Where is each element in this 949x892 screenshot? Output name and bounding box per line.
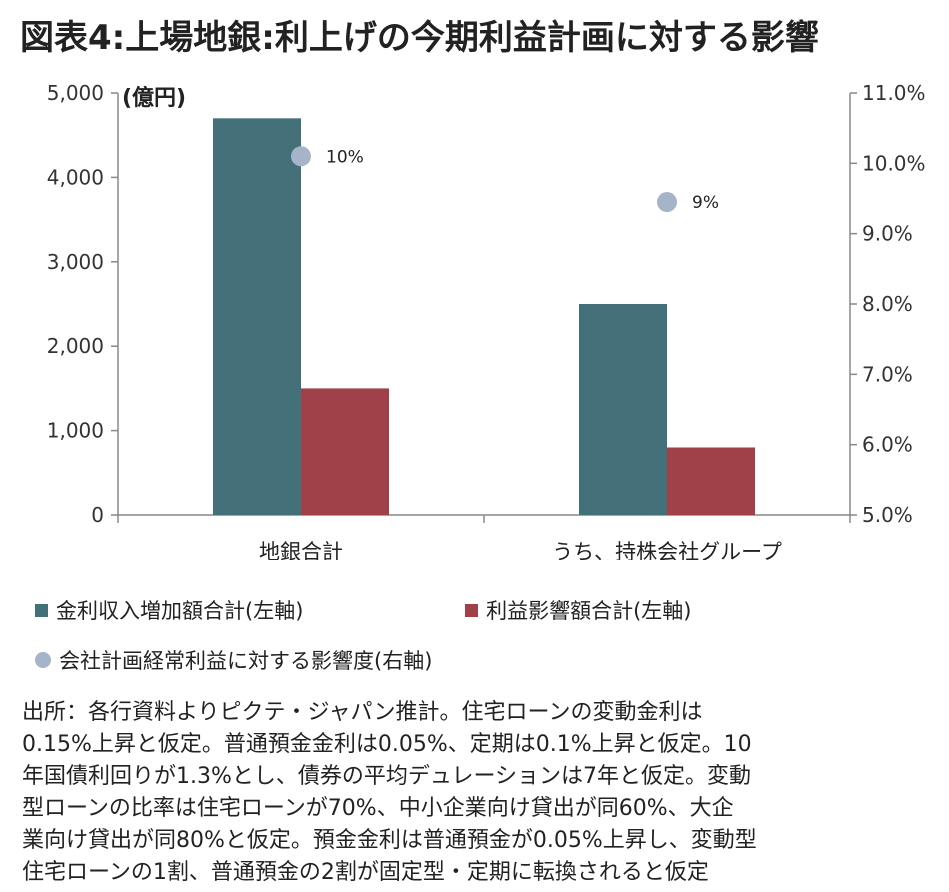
left-axis-unit: (億円) [122, 85, 186, 111]
impact-point [657, 192, 677, 213]
legend-label-impact: 会社計画経常利益に対する影響度(右軸) [59, 649, 433, 673]
source-line: 型ローンの比率は住宅ローンが70%、中小企業向け貸出が同60%、大企 [22, 796, 734, 821]
right-axis-tick-label: 11.0% [862, 81, 926, 105]
left-axis-tick-label: 2,000 [47, 334, 104, 358]
right-axis-tick-label: 9.0% [862, 222, 913, 246]
legend-label-profit: 利益影響額合計(左軸) [486, 599, 692, 623]
bar-revenue [213, 118, 301, 515]
legend-label-revenue: 金利収入増加額合計(左軸) [56, 599, 304, 623]
right-axis-tick-label: 5.0% [862, 503, 913, 527]
bar-revenue [579, 304, 667, 515]
bar-profit [667, 447, 755, 515]
legend-swatch-impact [35, 652, 51, 668]
impact-data-label: 9% [692, 193, 719, 213]
bar-profit [301, 388, 389, 515]
left-axis-tick-label: 4,000 [47, 165, 104, 189]
left-axis-tick-label: 3,000 [47, 250, 104, 274]
x-category-label: 地銀合計 [259, 540, 343, 560]
legend-item-impact: 会社計画経常利益に対する影響度(右軸) [35, 645, 432, 675]
legend-swatch-revenue [35, 603, 48, 617]
legend-item-profit: 利益影響額合計(左軸) [465, 595, 691, 625]
left-axis-tick-label: 1,000 [47, 419, 104, 443]
right-axis-tick-label: 7.0% [862, 362, 913, 386]
left-axis-tick-label: 5,000 [47, 81, 104, 105]
source-line: 年国債利回りが1.3%とし、債券の平均デュレーションは7年と仮定。変動 [22, 764, 752, 789]
source-note: 出所：各行資料よりピクテ・ジャパン推計。住宅ローンの変動金利は 0.15%上昇と… [22, 697, 932, 889]
legend-row-1: 金利収入増加額合計(左軸) 利益影響額合計(左軸) [35, 595, 691, 625]
left-axis-tick-label: 0 [91, 503, 104, 527]
source-line: 住宅ローンの1割、普通預金の2割が固定型・定期に転換されると仮定 [22, 860, 709, 885]
right-axis-tick-label: 6.0% [862, 433, 913, 457]
chart: 0 1,000 2,000 3,000 4,000 5,000 (億円) 5.0% 6.0% 7.… [47, 81, 926, 560]
right-axis-tick-label: 8.0% [862, 292, 913, 316]
source-line: 0.15%上昇と仮定。普通預金金利は0.05%、定期は0.1%上昇と仮定。10 [22, 732, 752, 757]
right-axis-tick-label: 10.0% [862, 151, 926, 175]
legend-item-revenue: 金利収入増加額合計(左軸) [35, 595, 303, 625]
chart-title: 図表4:上場地銀:利上げの今期利益計画に対する影響 [20, 18, 819, 58]
impact-point [291, 146, 311, 167]
impact-data-label: 10% [326, 147, 364, 167]
legend-swatch-profit [465, 603, 479, 617]
legend-row-2: 会社計画経常利益に対する影響度(右軸) [35, 645, 432, 675]
source-line: 業向け貸出が同80%と仮定。預金金利は普通預金が0.05%上昇し、変動型 [22, 828, 757, 853]
source-line: 出所：各行資料よりピクテ・ジャパン推計。住宅ローンの変動金利は [22, 700, 703, 725]
x-category-label: うち、持株会社グループ [552, 540, 782, 560]
